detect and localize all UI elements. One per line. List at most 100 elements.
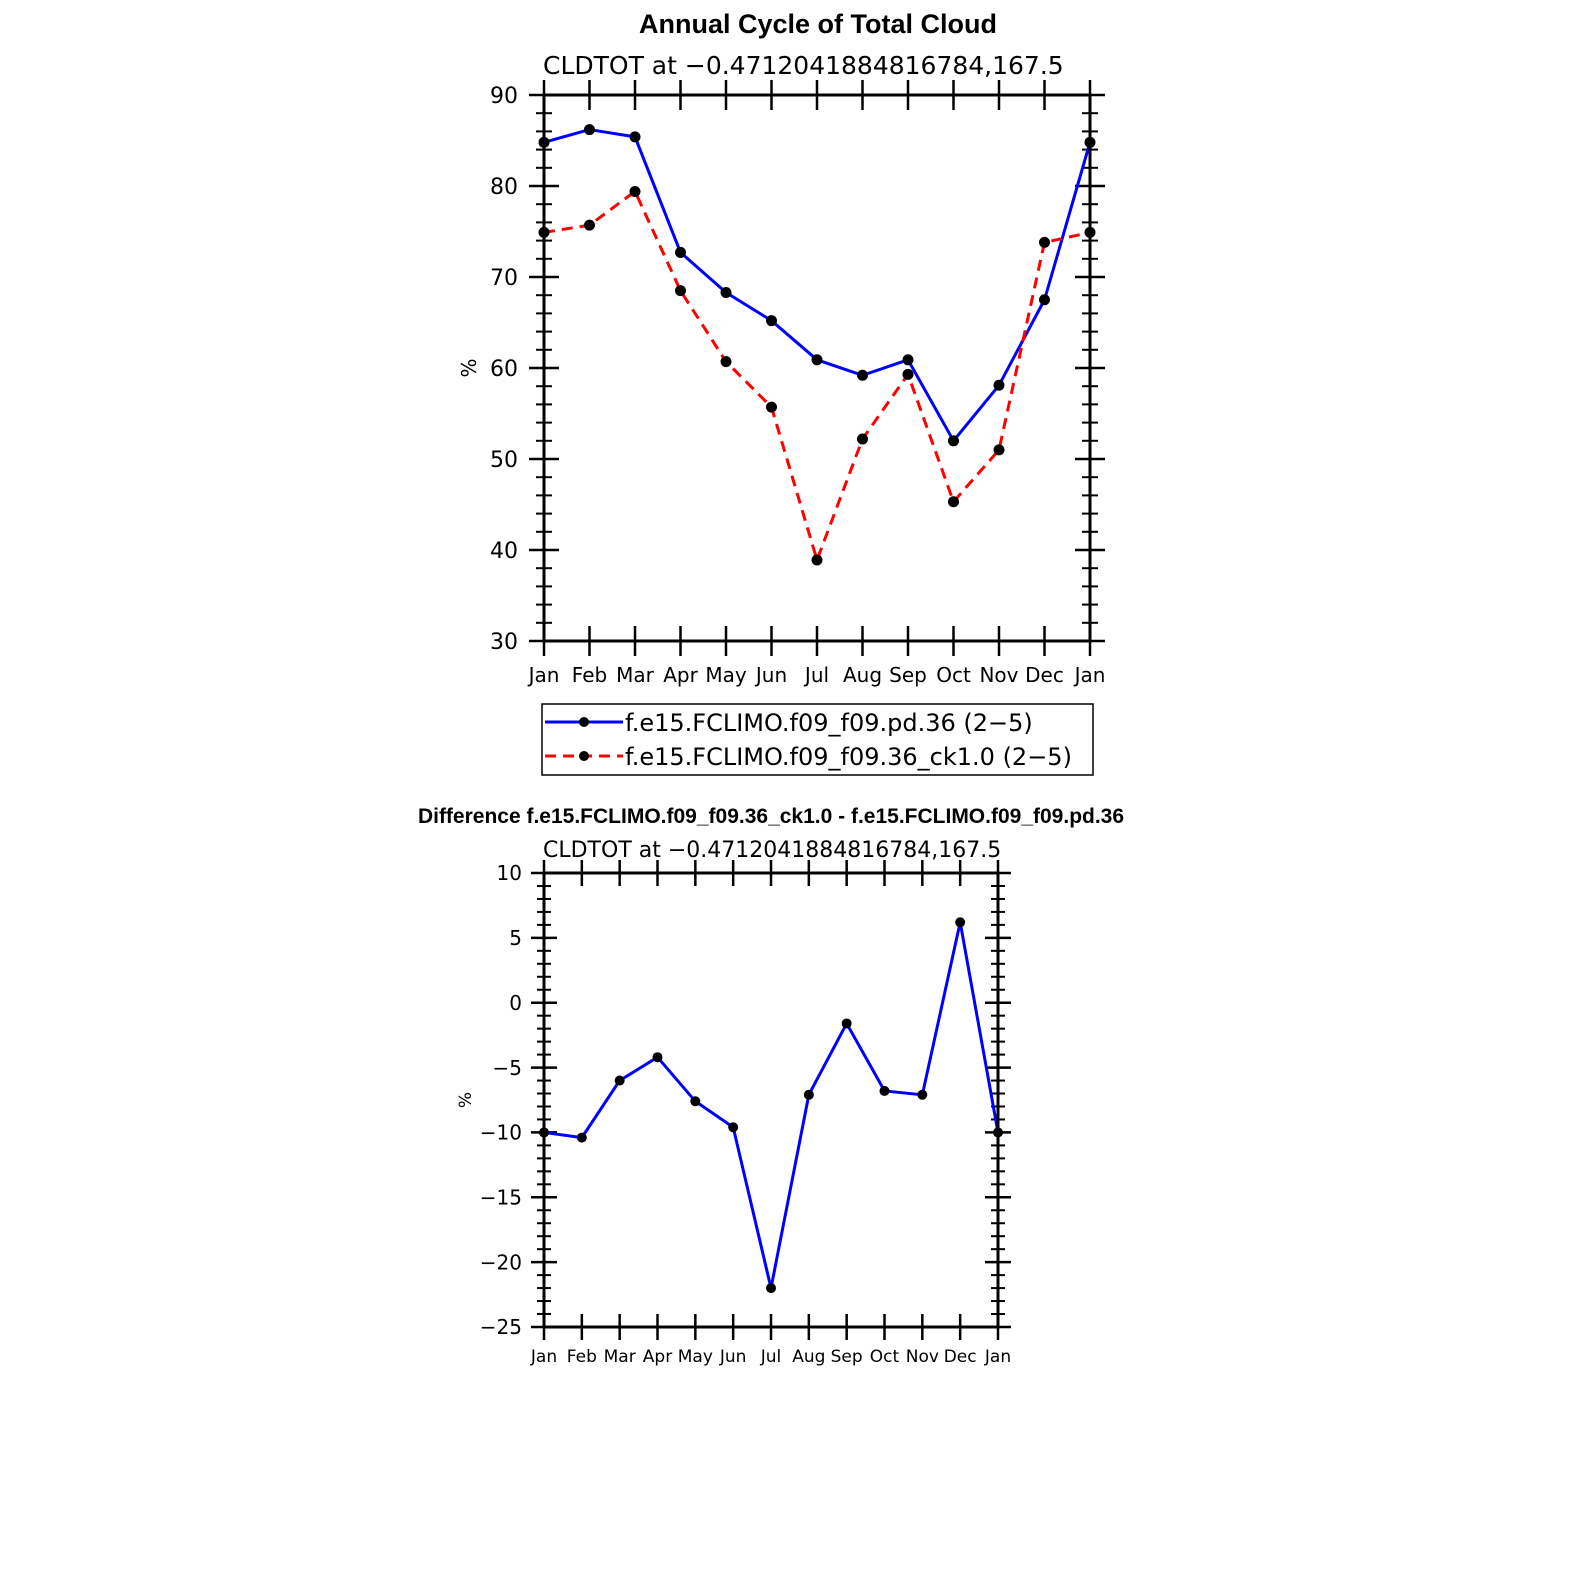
plot-frame <box>542 93 1092 643</box>
data-point <box>1039 236 1050 248</box>
x-tick-label: Jul <box>803 663 829 687</box>
data-point <box>993 444 1005 456</box>
y-tick-label: −25 <box>480 1315 522 1339</box>
x-tick-label: Jan <box>527 663 560 687</box>
x-tick-label: Jun <box>719 1347 747 1367</box>
x-tick-label: Jan <box>530 1347 557 1367</box>
difference-chart: Difference f.e15.FCLIMO.f09_f09.36_ck1.0… <box>418 805 1124 1367</box>
y-tick-label: 60 <box>490 357 518 382</box>
data-point <box>675 246 686 258</box>
x-tick-label: Mar <box>604 1347 636 1367</box>
data-point <box>690 1096 701 1107</box>
x-tick-label: Dec <box>1025 663 1064 687</box>
data-point <box>728 1122 739 1133</box>
x-tick-label: Sep <box>831 1347 863 1367</box>
x-tick-label: Feb <box>567 1347 597 1367</box>
x-tick-label: Nov <box>979 663 1018 687</box>
y-tick-label: 80 <box>490 175 518 200</box>
data-point <box>841 1018 852 1029</box>
data-point <box>766 1283 776 1294</box>
data-point <box>629 185 641 197</box>
data-point <box>766 401 777 413</box>
x-tick-label: Aug <box>843 663 882 687</box>
data-point <box>584 219 595 231</box>
data-point <box>917 1089 928 1100</box>
x-tick-label: Aug <box>792 1347 825 1367</box>
x-tick-label: Apr <box>643 1347 672 1367</box>
data-point <box>584 124 595 136</box>
legend-marker-series-2 <box>579 751 589 761</box>
legend-label-series-1: f.e15.FCLIMO.f09_f09.pd.36 (2−5) <box>625 709 1033 737</box>
chart-title: Difference f.e15.FCLIMO.f09_f09.36_ck1.0… <box>418 805 1124 828</box>
series-group <box>538 124 1096 566</box>
y-tick-label: 10 <box>497 861 522 885</box>
data-point <box>955 917 966 928</box>
data-point <box>857 433 868 445</box>
x-tick-label: Oct <box>870 1347 900 1367</box>
data-point <box>902 368 914 380</box>
y-tick-label: 40 <box>490 539 518 564</box>
y-tick-label: −20 <box>480 1250 522 1274</box>
y-tick-label: −5 <box>493 1056 522 1080</box>
series-line-1 <box>543 920 1000 1290</box>
x-tick-label: Jan <box>984 1347 1011 1367</box>
y-tick-label: 5 <box>509 926 522 950</box>
x-tick-label: Apr <box>663 663 698 687</box>
legend: f.e15.FCLIMO.f09_f09.pd.36 (2−5) f.e15.F… <box>541 703 1094 776</box>
data-point <box>803 1089 814 1100</box>
x-tick-label: Oct <box>936 663 971 687</box>
y-tick-label: −15 <box>480 1185 522 1209</box>
data-point <box>948 496 959 508</box>
y-tick-labels: −25 −20 −15 −10 −5 0 5 10 <box>480 861 522 1339</box>
plot-frame <box>542 871 1000 1329</box>
y-tick-label: 50 <box>490 448 518 473</box>
legend-label-series-2: f.e15.FCLIMO.f09_f09.36_ck1.0 (2−5) <box>625 743 1072 771</box>
chart-title: Annual Cycle of Total Cloud <box>639 9 997 39</box>
x-tick-label: Dec <box>944 1347 977 1367</box>
annual-cycle-chart: Annual Cycle of Total Cloud CLDTOT at −0… <box>457 9 1106 776</box>
data-point <box>811 354 823 366</box>
axis-ticks <box>531 860 1011 1340</box>
chart-subtitle: CLDTOT at −0.4712041884816784,167.5 <box>543 838 1001 863</box>
x-tick-label: Jun <box>754 663 787 687</box>
data-point <box>576 1132 587 1143</box>
x-tick-label: Feb <box>572 663 607 687</box>
data-point <box>857 369 868 381</box>
y-tick-label: −10 <box>480 1121 522 1145</box>
x-tick-label: Nov <box>906 1347 939 1367</box>
series-line-2 <box>543 189 1091 562</box>
data-point <box>1039 294 1050 306</box>
data-point <box>629 131 641 143</box>
y-axis-label: % <box>456 1092 476 1108</box>
x-tick-label: Mar <box>616 663 655 687</box>
series-group <box>539 917 1003 1294</box>
data-point <box>993 379 1005 391</box>
y-tick-labels: 30 40 50 60 70 80 90 <box>490 84 518 655</box>
x-tick-label: Jul <box>760 1347 782 1367</box>
x-tick-label: Jan <box>1073 663 1106 687</box>
y-tick-label: 90 <box>490 84 518 109</box>
data-point <box>720 356 732 368</box>
data-point <box>652 1052 663 1063</box>
x-tick-label: May <box>705 663 747 687</box>
data-point <box>948 435 959 447</box>
data-point <box>811 554 823 566</box>
x-tick-labels: Jan Feb Mar Apr May Jun Jul Aug Sep Oct Nov Dec Jan <box>527 663 1106 687</box>
y-tick-label: 70 <box>490 266 518 291</box>
x-tick-label: Sep <box>889 663 927 687</box>
data-point <box>720 286 732 298</box>
legend-marker-series-1 <box>579 717 589 727</box>
y-axis-label: % <box>457 358 481 377</box>
legend-box <box>541 703 1094 776</box>
y-tick-label: 30 <box>490 630 518 655</box>
y-tick-label: 0 <box>509 991 522 1015</box>
axis-ticks <box>529 80 1105 656</box>
x-tick-labels: Jan Feb Mar Apr May Jun Jul Aug Sep Oct Nov Dec Jan <box>530 1347 1011 1367</box>
data-point <box>675 285 686 297</box>
data-point <box>879 1085 890 1096</box>
data-point <box>902 354 914 366</box>
data-point <box>614 1075 625 1086</box>
x-tick-label: May <box>678 1347 713 1367</box>
data-point <box>766 315 777 327</box>
